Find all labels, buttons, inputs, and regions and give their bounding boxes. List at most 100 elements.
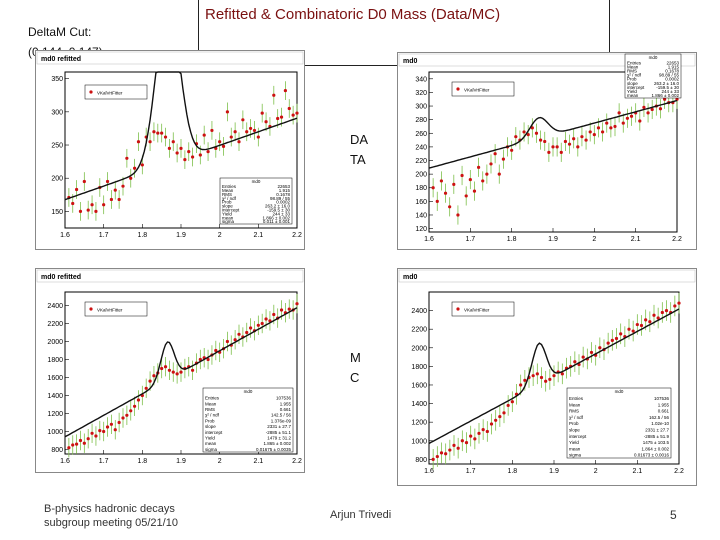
y-tick-label: 1400 [47, 393, 63, 400]
plot-mc-combinatoric: md0 1.6 1.7 1.8 1.9 2 2.1 2.2 800 1000 1200 1400 160… [397, 268, 697, 486]
data-point [543, 139, 547, 144]
data-point [82, 441, 86, 445]
data-point [202, 133, 206, 137]
legend-box: VKalVrtFitter [84, 84, 148, 100]
x-tick-label: 1.7 [99, 458, 109, 465]
stats-key: RMS [205, 407, 215, 412]
data-point [136, 140, 141, 144]
slide-title: Refitted & Combinatoric D0 Mass (Data/MC… [205, 6, 501, 23]
data-point [638, 119, 642, 123]
data-point [489, 162, 493, 166]
data-point [109, 197, 113, 202]
y-tick-label: 180 [415, 185, 427, 192]
y-tick-label: 1800 [411, 364, 427, 371]
x-tick-label: 2.2 [292, 458, 302, 465]
legend-box: VKalVrtFitter [451, 301, 515, 317]
legend-frame [451, 81, 515, 97]
stats-key: Yield [222, 211, 232, 216]
stats-key: slope [222, 204, 233, 209]
stats-value: 1.915 [668, 64, 680, 69]
data-point [75, 187, 79, 192]
x-tick-label: 1.9 [549, 468, 559, 475]
y-tick-label: 320 [415, 90, 427, 97]
data-point [673, 304, 677, 308]
stats-key: slope [205, 424, 216, 429]
stats-key: Yield [205, 435, 215, 440]
stats-key: χ² / ndf [569, 415, 584, 420]
data-point [183, 158, 187, 162]
data-point [460, 439, 464, 443]
y-tick-label: 220 [415, 158, 427, 165]
data-point [664, 308, 669, 313]
y-tick-label: 120 [415, 226, 427, 233]
data-point [567, 142, 572, 146]
stats-value: 2331 ± 27.7 [645, 428, 669, 433]
stats-key: Entries [569, 396, 584, 401]
y-tick-label: 1600 [47, 375, 63, 382]
stats-key: RMS [222, 192, 232, 197]
data-point [283, 88, 287, 93]
stats-title: md0 [649, 55, 658, 60]
data-point [485, 429, 489, 434]
legend-frame [84, 301, 148, 317]
stats-value: 0.01675 ± 0.0035 [256, 447, 291, 452]
data-point [560, 372, 564, 376]
stats-box: md0 Entries 22653 Mean 1.915 RMS 0.1678 χ² / nd… [219, 177, 293, 225]
x-tick-label: 2.1 [631, 236, 641, 243]
stats-frame [219, 177, 293, 225]
data-point [129, 409, 133, 413]
x-tick-label: 1.7 [99, 232, 109, 239]
stats-box: md0 Entries 107536 Mean 1.955 RMS 0.661 χ² / nd… [566, 387, 672, 459]
legend-label: VKalVrtFitter [464, 308, 490, 313]
fit-curve [428, 308, 680, 445]
data-point [469, 434, 473, 438]
data-point [237, 140, 241, 144]
data-point [493, 152, 497, 156]
stats-value: 0.661 [658, 409, 670, 414]
data-point [237, 332, 241, 336]
data-point [279, 115, 284, 119]
y-tick-label: 160 [415, 199, 427, 206]
data-point [144, 386, 148, 390]
y-tick-label: 800 [415, 457, 427, 464]
stats-key: mean [205, 441, 217, 446]
stats-value: 1475 ± 103.5 [643, 440, 670, 445]
stats-value: 0.1678 [665, 69, 679, 74]
data-point [510, 400, 514, 404]
data-point [175, 151, 179, 155]
x-tick-label: 1.9 [176, 458, 186, 465]
data-point [605, 121, 609, 125]
data-label: DA TA [350, 130, 368, 170]
data-point [431, 457, 435, 461]
data-point [663, 97, 667, 101]
data-point [464, 441, 469, 445]
x-tick-label: 1.8 [137, 232, 147, 239]
data-point [287, 106, 291, 111]
plot-data-combinatoric: md0 1.6 1.7 1.8 1.9 2 2.1 2.2 120 140 160 180 200 220… [397, 52, 697, 250]
data-point [580, 135, 584, 139]
stats-title: md0 [615, 389, 624, 394]
stats-key: sigma [222, 219, 235, 224]
data-point [650, 107, 654, 112]
plot-title: md0 refitted [41, 56, 81, 63]
data-point [171, 370, 175, 374]
x-tick-label: 1.6 [424, 468, 434, 475]
stats-key: mean [569, 446, 581, 451]
stats-key: χ² / ndf [205, 413, 220, 418]
stats-value: 1.866 ± 0.002 [263, 215, 291, 220]
data-point [510, 148, 514, 152]
stats-value: 1479 ± 31.2 [267, 435, 291, 440]
data-point [167, 368, 171, 372]
x-tick-label: 2 [218, 232, 222, 239]
y-tick-label: 2000 [411, 345, 427, 352]
stats-value: 0.01673 ± 0.0016 [634, 453, 669, 458]
y-tick-label: 150 [51, 209, 63, 216]
data-point [502, 411, 506, 415]
x-tick-label: 1.8 [507, 468, 517, 475]
legend-box: VKalVrtFitter [84, 301, 148, 317]
data-point [629, 114, 634, 118]
data-point [547, 150, 551, 154]
x-tick-label: 1.9 [176, 232, 186, 239]
data-point [514, 135, 518, 139]
data-point [148, 140, 152, 144]
